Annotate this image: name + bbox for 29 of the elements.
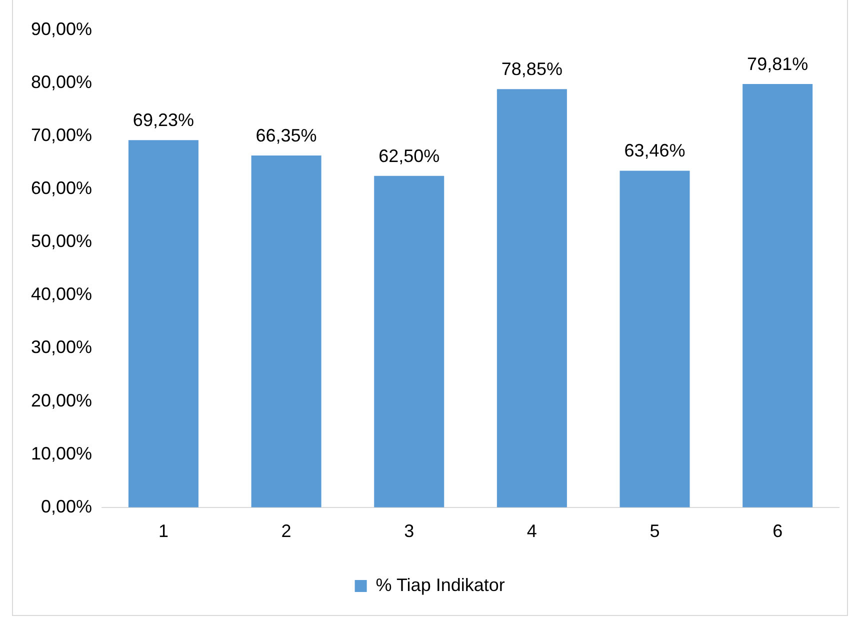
x-tick-label: 1: [158, 521, 168, 542]
bar: [128, 140, 198, 508]
y-tick-label: 80,00%: [30, 72, 92, 92]
data-label: 69,23%: [132, 110, 194, 130]
y-tick-label: 70,00%: [30, 125, 92, 146]
y-tick-label: 30,00%: [30, 337, 92, 358]
data-label: 66,35%: [256, 125, 317, 146]
y-tick-label: 40,00%: [30, 284, 92, 304]
data-label: 78,85%: [501, 59, 562, 80]
data-label: 62,50%: [378, 146, 440, 166]
legend-label: % Tiap Indikator: [376, 574, 505, 595]
x-tick-label: 2: [281, 521, 292, 542]
y-tick-label: 60,00%: [30, 178, 92, 198]
bar: [496, 89, 567, 508]
bar: [742, 84, 813, 508]
data-label: 63,46%: [624, 140, 686, 161]
x-tick-label: 4: [526, 521, 537, 542]
y-tick-label: 0,00%: [41, 496, 92, 516]
x-tick-label: 3: [404, 521, 414, 542]
bar: [251, 155, 322, 508]
y-tick-label: 10,00%: [30, 443, 92, 464]
bar: [620, 170, 690, 508]
x-tick-label: 5: [650, 521, 660, 542]
y-tick-label: 90,00%: [30, 18, 92, 39]
bar: [374, 176, 444, 508]
x-tick-label: 6: [772, 521, 783, 542]
data-label: 79,81%: [747, 54, 808, 74]
y-tick-label: 50,00%: [30, 231, 92, 252]
y-tick-label: 20,00%: [30, 390, 92, 410]
